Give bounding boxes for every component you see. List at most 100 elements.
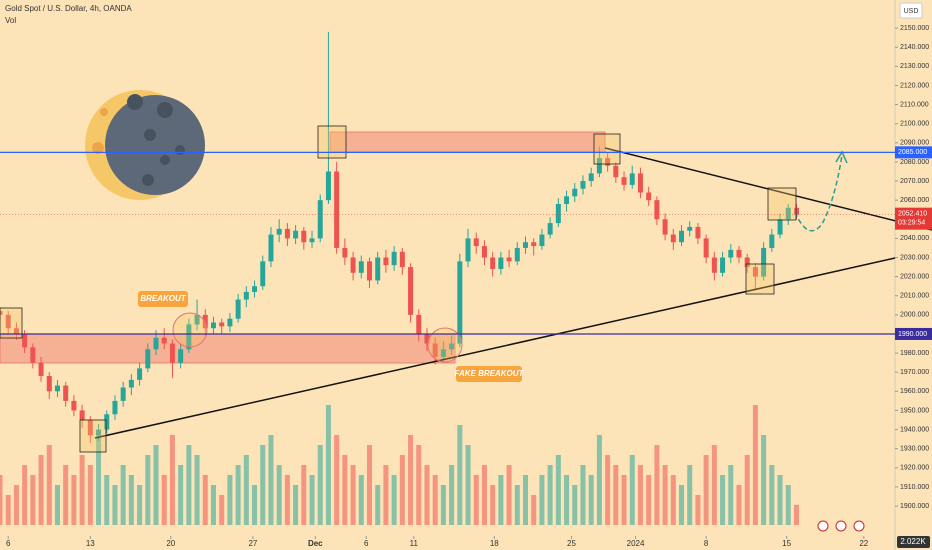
volume-bar [87,465,93,525]
pivot-box [0,307,23,339]
candle-body [408,267,414,315]
volume-bar [46,445,52,525]
event-flag[interactable] [853,520,865,532]
volume-bar [736,485,742,525]
y-tick-label: 2080.000 [900,159,929,166]
volume-bar [260,445,266,525]
volume-bar [112,485,118,525]
x-tick-label: 15 [782,539,791,548]
volume-bar [720,475,726,525]
volume-bar [235,465,241,525]
candle-body [375,257,381,281]
volume-bar [473,475,479,525]
candle-body [38,362,44,377]
candle-body [416,314,422,334]
crater [142,174,154,186]
volume-bar [687,465,693,525]
candle-body [621,177,627,185]
y-tick-label: 2020.000 [900,273,929,280]
volume-bar [531,495,537,525]
chart-title: Gold Spot / U.S. Dollar, 4h, OANDA [5,4,132,13]
candle-body [71,400,77,411]
candle-body [514,247,520,262]
candle-body [490,257,496,269]
crater [160,155,170,165]
volume-bar [761,435,767,525]
candle-body [268,234,274,262]
candle-body [391,251,397,266]
y-tick-label: 1980.000 [900,350,929,357]
volume-bar [449,465,455,525]
crater [144,129,156,141]
candle-body [793,207,799,215]
candle-body [654,200,660,220]
candle-body [46,376,52,392]
candle-body [260,261,266,287]
candle-body [506,257,512,262]
volume-bar [785,485,791,525]
candle-body [186,324,192,350]
candle-body [79,410,85,421]
currency-box[interactable] [899,2,923,19]
x-tick-label: 20 [166,539,175,548]
volume-bar [120,465,126,525]
volume-bar [342,455,348,525]
volume-bar [71,475,77,525]
candle-body [293,230,299,239]
candle-body [161,337,167,344]
candle-body [145,349,151,369]
event-flag[interactable] [835,520,847,532]
y-tick-label: 2130.000 [900,63,929,70]
candle-body [481,246,487,258]
candle-body [547,223,553,235]
candle-body [703,238,709,258]
candle-body [153,337,159,350]
event-flag[interactable] [817,520,829,532]
volume-bar [777,475,783,525]
level-tag [895,146,932,159]
candle-body [564,196,570,204]
candle-body [120,387,126,401]
volume-bar [30,475,36,525]
volume-bar [481,465,487,525]
candle-body [637,173,643,193]
volume-bar [22,465,28,525]
candle-body [424,333,430,344]
volume-bar [580,465,586,525]
level-label: 2085.000 [898,149,927,156]
volume-bar [588,475,594,525]
volume-bar [325,405,331,525]
candle-body [0,311,3,315]
y-tick-label: 2060.000 [900,197,929,204]
volume-bar [703,455,709,525]
level-tag [895,327,932,340]
projection-arrow [794,154,843,232]
candle-body [728,249,734,258]
candle-body [457,261,463,344]
y-tick-label: 1900.000 [900,503,929,510]
candle-body [243,291,249,300]
volume-bar [63,465,69,525]
volume-bar [629,455,635,525]
volume-bar [637,465,643,525]
volume-bar [399,455,405,525]
y-tick-label: 2100.000 [900,121,929,128]
candle-body [194,314,200,325]
volume-bar [38,455,44,525]
candle-body [383,257,389,266]
volume-bar [572,485,578,525]
volume-bar [670,475,676,525]
y-tick-label: 2140.000 [900,44,929,51]
currency[interactable]: USD [904,8,919,15]
crater [175,145,185,155]
volume-bar [679,485,685,525]
volume-bar [178,465,184,525]
candle-body [5,314,11,329]
candle-body [744,257,750,268]
y-tick-label: 2000.000 [900,312,929,319]
breakout-circle [172,312,208,348]
candle-body [523,242,529,248]
support-trendline [94,257,896,439]
